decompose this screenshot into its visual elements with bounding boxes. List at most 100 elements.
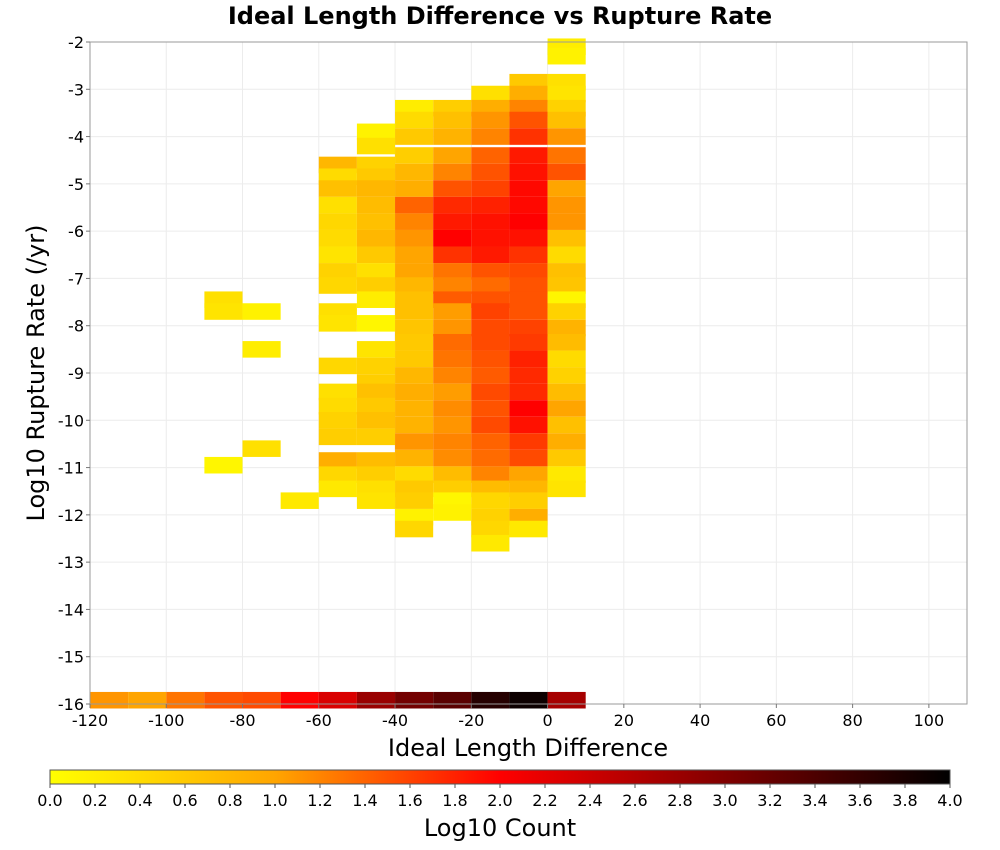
heatmap-cell — [471, 163, 510, 181]
heatmap-cell — [547, 466, 586, 483]
heatmap-cell — [547, 246, 586, 264]
heatmap-cell — [547, 303, 586, 320]
heatmap-cell — [166, 691, 205, 709]
colorbar-tick-label: 1.0 — [262, 791, 287, 810]
colorbar-tick-label: 0.4 — [127, 791, 152, 810]
heatmap-cell — [318, 397, 357, 415]
heatmap-cell — [547, 350, 586, 368]
heatmap-cell — [433, 400, 472, 417]
colorbar-tick-label: 3.2 — [757, 791, 782, 810]
heatmap-cell — [471, 433, 510, 450]
heatmap-cell — [356, 246, 396, 264]
heatmap-cell — [395, 433, 434, 450]
y-tick-label: -14 — [58, 600, 84, 619]
heatmap-cell — [356, 277, 396, 294]
heatmap-cell — [471, 400, 510, 417]
heatmap-cell — [509, 383, 548, 401]
heatmap-cell — [509, 147, 548, 164]
heatmap-cell — [433, 229, 472, 247]
heatmap-cell — [318, 452, 357, 469]
heatmap-cell — [509, 85, 548, 103]
heatmap-cell — [547, 180, 586, 197]
heatmap-cell — [471, 534, 510, 552]
heatmap-cell — [395, 111, 434, 129]
heatmap-cell — [509, 492, 548, 509]
heatmap-cell — [433, 383, 472, 401]
heatmap-cell — [509, 128, 548, 145]
colorbar-tick-label: 2.6 — [622, 791, 647, 810]
heatmap-cell — [395, 691, 434, 709]
heatmap-cell — [547, 128, 586, 145]
y-tick-label: -16 — [58, 695, 84, 714]
heatmap-cell — [395, 246, 434, 264]
heatmap-cell — [318, 466, 357, 483]
heatmap-cell — [547, 277, 586, 294]
heatmap-cell — [395, 319, 434, 337]
heatmap-cell — [547, 400, 586, 417]
heatmap-cell — [356, 263, 396, 280]
heatmap-cell — [395, 333, 434, 351]
colorbar-tick-label: 3.6 — [847, 791, 872, 810]
heatmap-cell — [433, 333, 472, 351]
heatmap-cell — [356, 341, 396, 358]
heatmap-cell — [433, 319, 472, 337]
heatmap-cell — [356, 137, 396, 155]
heatmap-cell — [509, 520, 548, 538]
heatmap-cell — [433, 163, 472, 181]
heatmap-cell — [547, 163, 586, 181]
heatmap-cell — [433, 213, 472, 230]
y-tick-label: -8 — [68, 317, 84, 336]
heatmap-cell — [280, 691, 319, 709]
heatmap-cell — [547, 147, 586, 164]
heatmap-cell — [356, 357, 396, 375]
colorbar-tick-label: 2.0 — [487, 791, 512, 810]
heatmap-cell — [395, 163, 434, 181]
heatmap-cell — [356, 123, 396, 141]
heatmap-cell — [395, 180, 434, 197]
heatmap-cell — [547, 111, 586, 129]
heatmap-cell — [433, 504, 472, 521]
heatmap-cell — [471, 85, 510, 103]
colorbar-tick-label: 0.2 — [82, 791, 107, 810]
heatmap-cell — [509, 111, 548, 129]
heatmap-cell — [433, 147, 472, 164]
heatmap-cell — [471, 303, 510, 320]
heatmap-cell — [433, 691, 472, 709]
heatmap-cell — [547, 319, 586, 337]
heatmap-cell — [509, 229, 548, 247]
heatmap-cell — [547, 229, 586, 247]
heatmap-cell — [433, 433, 472, 450]
heatmap-cell — [204, 691, 243, 709]
heatmap-cell — [433, 367, 472, 384]
heatmap-cell — [356, 397, 396, 415]
heatmap-cell — [547, 449, 586, 467]
heatmap-cell — [318, 428, 357, 446]
heatmap-cell — [509, 213, 548, 230]
heatmap-cell — [356, 492, 396, 509]
colorbar-tick-label: 1.4 — [352, 791, 377, 810]
heatmap-cell — [356, 229, 396, 247]
heatmap-cell — [509, 400, 548, 417]
y-tick-label: -10 — [58, 411, 84, 430]
heatmap-cell — [509, 263, 548, 280]
heatmap-cell — [509, 333, 548, 351]
heatmap-cell — [509, 277, 548, 294]
colorbar-tick-label: 0.8 — [217, 791, 242, 810]
heatmap-cell — [395, 400, 434, 417]
colorbar-tick-label: 3.8 — [892, 791, 917, 810]
heatmap-cell — [395, 350, 434, 368]
heatmap-cell — [318, 196, 357, 214]
heatmap-cell — [471, 111, 510, 129]
y-tick-label: -2 — [68, 33, 84, 52]
heatmap-cell — [547, 85, 586, 103]
colorbar-tick-label: 1.2 — [307, 791, 332, 810]
heatmap-cell — [471, 277, 510, 294]
heatmap-cell — [395, 367, 434, 384]
heatmap-cell — [318, 277, 357, 294]
heatmap-cell — [547, 213, 586, 230]
y-tick-label: -5 — [68, 175, 84, 194]
heatmap-cell — [90, 691, 129, 709]
colorbar-tick-label: 3.0 — [712, 791, 737, 810]
colorbar-tick-label: 1.8 — [442, 791, 467, 810]
heatmap-cell — [509, 416, 548, 434]
